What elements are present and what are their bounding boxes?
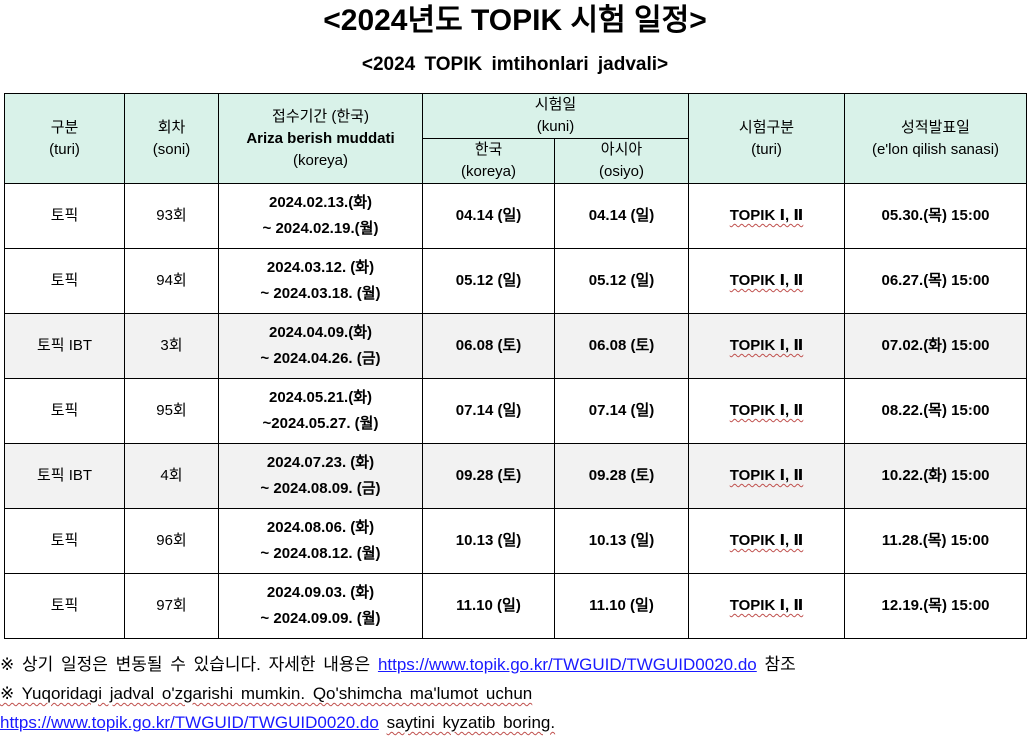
- header-application-period: 접수기간 (한국) Ariza berish muddati (koreya): [218, 93, 423, 184]
- header-exam-type: 시험구분 (turi): [688, 93, 845, 184]
- cell-round: 3회: [124, 313, 219, 379]
- cell-category: 토픽: [4, 248, 125, 314]
- header-asia: 아시아 (osiyo): [554, 138, 689, 184]
- header-round: 회차 (soni): [124, 93, 219, 184]
- table-row: 토픽 93회 2024.02.13.(화) ~ 2024.02.19.(월) 04.14…: [4, 183, 1027, 249]
- cell-korea-date: 05.12 (일): [422, 248, 555, 314]
- schedule-table: 구분 (turi) 회차 (soni) 접수기간 (한국) Ariza beri…: [4, 93, 1027, 639]
- table-body: 토픽 93회 2024.02.13.(화) ~ 2024.02.19.(월) 04.14…: [4, 183, 1027, 639]
- cell-exam-type: TOPIK Ⅰ, Ⅱ: [688, 313, 845, 379]
- header-korea: 한국 (koreya): [422, 138, 555, 184]
- table-header: 구분 (turi) 회차 (soni) 접수기간 (한국) Ariza beri…: [4, 93, 1027, 184]
- cell-exam-type: TOPIK Ⅰ, Ⅱ: [688, 248, 845, 314]
- cell-korea-date: 10.13 (일): [422, 508, 555, 574]
- cell-korea-date: 07.14 (일): [422, 378, 555, 444]
- cell-asia-date: 06.08 (토): [554, 313, 689, 379]
- cell-korea-date: 06.08 (토): [422, 313, 555, 379]
- cell-exam-type: TOPIK Ⅰ, Ⅱ: [688, 443, 845, 509]
- cell-category: 토픽: [4, 183, 125, 249]
- cell-round: 93회: [124, 183, 219, 249]
- cell-category: 토픽: [4, 508, 125, 574]
- cell-application-period: 2024.08.06. (화) ~ 2024.08.12. (월): [218, 508, 423, 574]
- cell-application-period: 2024.07.23. (화) ~ 2024.08.09. (금): [218, 443, 423, 509]
- topik-link-2[interactable]: https://www.topik.go.kr/TWGUID/TWGUID002…: [0, 713, 379, 732]
- cell-result-date: 11.28.(목) 15:00: [844, 508, 1027, 574]
- cell-result-date: 08.22.(목) 15:00: [844, 378, 1027, 444]
- cell-round: 94회: [124, 248, 219, 314]
- cell-asia-date: 11.10 (일): [554, 573, 689, 639]
- cell-round: 96회: [124, 508, 219, 574]
- cell-result-date: 06.27.(목) 15:00: [844, 248, 1027, 314]
- cell-result-date: 10.22.(화) 15:00: [844, 443, 1027, 509]
- cell-result-date: 07.02.(화) 15:00: [844, 313, 1027, 379]
- cell-korea-date: 09.28 (토): [422, 443, 555, 509]
- cell-category: 토픽 IBT: [4, 443, 125, 509]
- cell-result-date: 12.19.(목) 15:00: [844, 573, 1027, 639]
- topik-link[interactable]: https://www.topik.go.kr/TWGUID/TWGUID002…: [377, 655, 757, 674]
- header-result-date: 성적발표일 (e'lon qilish sanasi): [844, 93, 1027, 184]
- cell-exam-type: TOPIK Ⅰ, Ⅱ: [688, 378, 845, 444]
- header-exam-date: 시험일 (kuni): [422, 93, 689, 139]
- note-uzbek: ※ Yuqoridagi jadval o'zgarishi mumkin. Q…: [0, 684, 533, 703]
- table-row: 토픽 95회 2024.05.21.(화) ~2024.05.27. (월) 07.14…: [4, 378, 1027, 444]
- cell-asia-date: 07.14 (일): [554, 378, 689, 444]
- cell-asia-date: 09.28 (토): [554, 443, 689, 509]
- cell-korea-date: 04.14 (일): [422, 183, 555, 249]
- note-uzbek-link-line: https://www.topik.go.kr/TWGUID/TWGUID002…: [0, 713, 556, 732]
- table-row: 토픽 97회 2024.09.03. (화) ~ 2024.09.09. (월) 11.…: [4, 573, 1027, 639]
- page-subtitle: <2024 TOPIK imtihonlari jadvali>: [361, 54, 669, 75]
- cell-category: 토픽: [4, 378, 125, 444]
- cell-round: 95회: [124, 378, 219, 444]
- cell-asia-date: 05.12 (일): [554, 248, 689, 314]
- cell-application-period: 2024.09.03. (화) ~ 2024.09.09. (월): [218, 573, 423, 639]
- cell-category: 토픽 IBT: [4, 313, 125, 379]
- cell-result-date: 05.30.(목) 15:00: [844, 183, 1027, 249]
- table-row: 토픽 94회 2024.03.12. (화) ~ 2024.03.18. (월) 05.…: [4, 248, 1027, 314]
- cell-asia-date: 04.14 (일): [554, 183, 689, 249]
- cell-korea-date: 11.10 (일): [422, 573, 555, 639]
- header-category: 구분 (turi): [4, 93, 125, 184]
- table-row: 토픽 IBT 3회 2024.04.09.(화) ~ 2024.04.26. (금) 0…: [4, 313, 1027, 379]
- cell-exam-type: TOPIK Ⅰ, Ⅱ: [688, 573, 845, 639]
- page-title: <2024년도 TOPIK 시험 일정>: [323, 4, 707, 37]
- cell-application-period: 2024.03.12. (화) ~ 2024.03.18. (월): [218, 248, 423, 314]
- note-korean: ※ 상기 일정은 변동될 수 있습니다. 자세한 내용은 https://www…: [0, 655, 796, 674]
- table-row: 토픽 96회 2024.08.06. (화) ~ 2024.08.12. (월) 10.…: [4, 508, 1027, 574]
- cell-application-period: 2024.05.21.(화) ~2024.05.27. (월): [218, 378, 423, 444]
- cell-exam-type: TOPIK Ⅰ, Ⅱ: [688, 508, 845, 574]
- cell-application-period: 2024.04.09.(화) ~ 2024.04.26. (금): [218, 313, 423, 379]
- cell-application-period: 2024.02.13.(화) ~ 2024.02.19.(월): [218, 183, 423, 249]
- cell-round: 4회: [124, 443, 219, 509]
- cell-asia-date: 10.13 (일): [554, 508, 689, 574]
- cell-category: 토픽: [4, 573, 125, 639]
- cell-exam-type: TOPIK Ⅰ, Ⅱ: [688, 183, 845, 249]
- notes: ※ 상기 일정은 변동될 수 있습니다. 자세한 내용은 https://www…: [0, 650, 1030, 737]
- cell-round: 97회: [124, 573, 219, 639]
- table-row: 토픽 IBT 4회 2024.07.23. (화) ~ 2024.08.09. (금)…: [4, 443, 1027, 509]
